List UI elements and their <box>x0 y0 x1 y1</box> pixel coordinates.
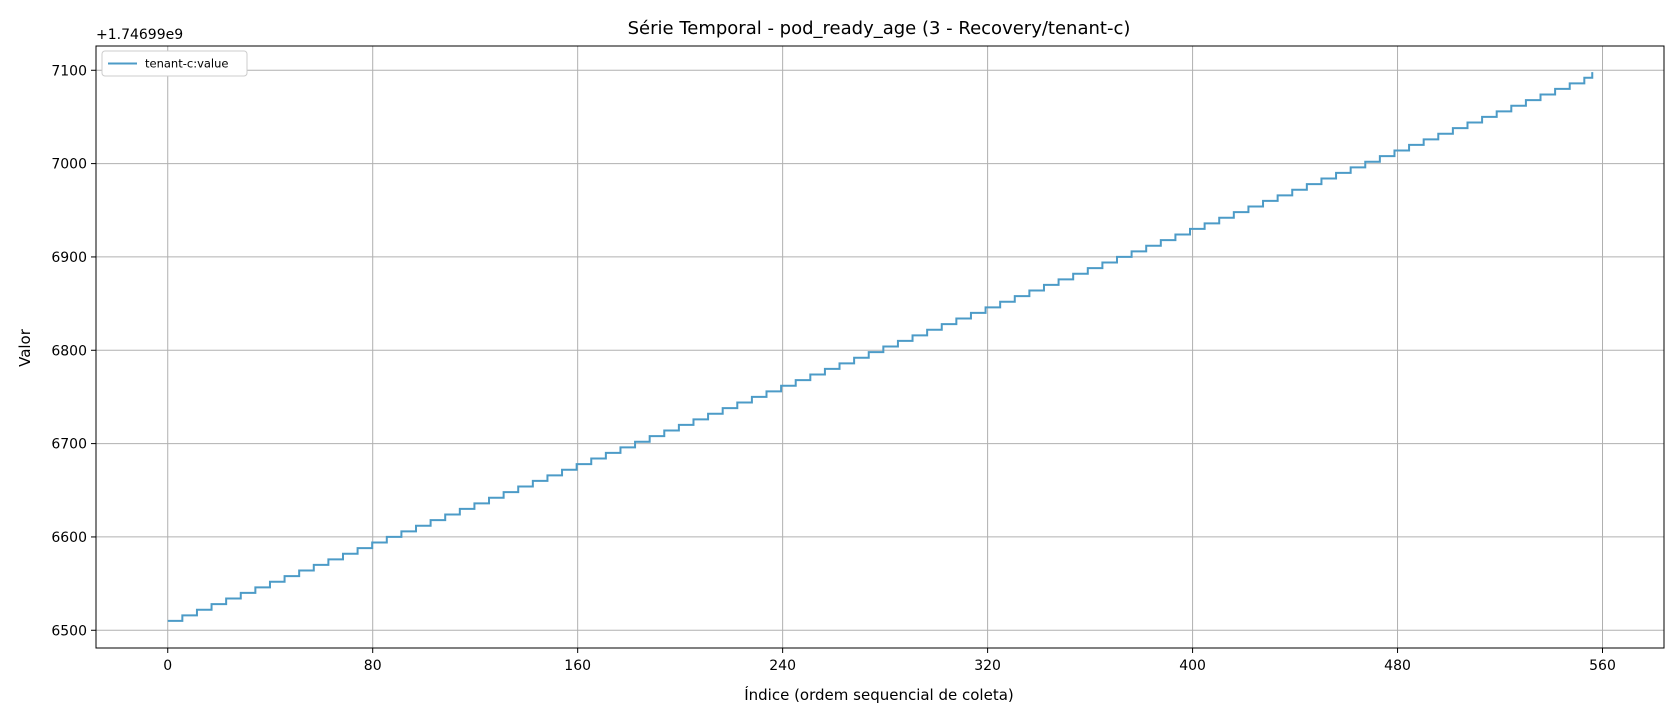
y-tick-label: 6600 <box>51 530 87 546</box>
x-tick-label: 160 <box>564 658 591 674</box>
y-tick-label: 6800 <box>51 343 87 359</box>
y-tick-label: 7100 <box>51 63 87 79</box>
x-tick-label: 80 <box>364 658 382 674</box>
x-tick-label: 0 <box>163 658 172 674</box>
series-line <box>167 72 1594 622</box>
x-tick-label: 480 <box>1384 658 1411 674</box>
legend: tenant-c:value <box>101 50 248 77</box>
y-tick-label: 6500 <box>51 623 87 639</box>
series-layer <box>167 72 1594 622</box>
y-tick-label: 6700 <box>51 437 87 453</box>
plot-area-frame <box>95 45 1665 649</box>
y-axis-label: Valor <box>16 328 34 367</box>
y-tick-label: 6900 <box>51 250 87 266</box>
grid-lines <box>96 46 1664 648</box>
x-tick-label: 560 <box>1589 658 1616 674</box>
x-axis-ticks: 0 80 160 240 320 400 480 560 <box>163 648 1616 674</box>
y-axis-offset-label: +1.74699e9 <box>96 27 183 43</box>
x-axis-label: Índice (ordem sequencial de coleta) <box>744 685 1014 704</box>
y-tick-label: 7000 <box>51 157 87 173</box>
x-tick-label: 240 <box>769 658 796 674</box>
x-tick-label: 400 <box>1179 658 1206 674</box>
x-tick-label: 320 <box>974 658 1001 674</box>
chart-title: Série Temporal - pod_ready_age (3 - Reco… <box>628 18 1131 39</box>
y-axis-ticks: 6500 6600 6700 6800 6900 7000 7100 <box>51 63 96 639</box>
legend-box <box>101 50 248 77</box>
legend-label: tenant-c:value <box>145 57 228 71</box>
